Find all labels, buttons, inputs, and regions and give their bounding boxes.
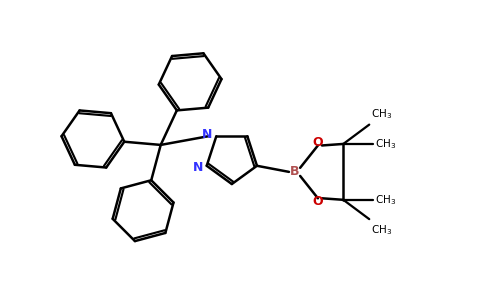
Text: CH$_3$: CH$_3$: [375, 193, 396, 207]
Text: O: O: [313, 195, 323, 208]
Text: CH$_3$: CH$_3$: [371, 107, 393, 121]
Text: O: O: [313, 136, 323, 149]
Text: N: N: [192, 161, 203, 174]
Text: B: B: [290, 165, 300, 178]
Text: N: N: [202, 128, 212, 141]
Text: CH$_3$: CH$_3$: [371, 223, 393, 237]
Text: CH$_3$: CH$_3$: [375, 137, 396, 151]
